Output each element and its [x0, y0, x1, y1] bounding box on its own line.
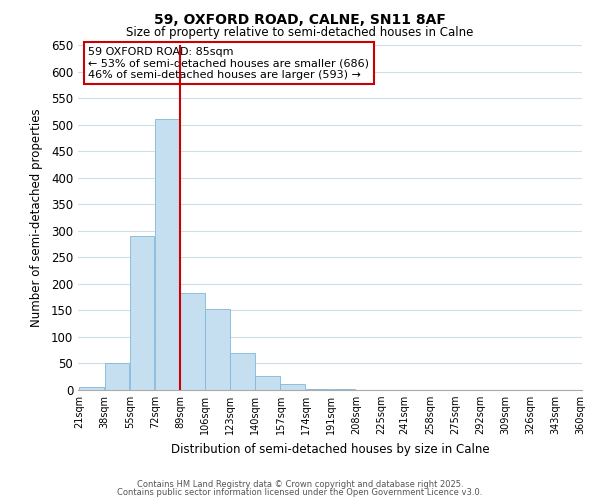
- Bar: [180, 293, 205, 390]
- Text: Size of property relative to semi-detached houses in Calne: Size of property relative to semi-detach…: [127, 26, 473, 39]
- Bar: [130, 236, 154, 390]
- Bar: [230, 353, 255, 390]
- Bar: [256, 376, 280, 390]
- Bar: [155, 120, 179, 390]
- Text: Contains HM Land Registry data © Crown copyright and database right 2025.: Contains HM Land Registry data © Crown c…: [137, 480, 463, 489]
- Bar: [280, 384, 305, 390]
- Bar: [205, 310, 230, 390]
- X-axis label: Distribution of semi-detached houses by size in Calne: Distribution of semi-detached houses by …: [170, 442, 490, 456]
- Text: 59, OXFORD ROAD, CALNE, SN11 8AF: 59, OXFORD ROAD, CALNE, SN11 8AF: [154, 12, 446, 26]
- Bar: [305, 389, 330, 390]
- Text: 59 OXFORD ROAD: 85sqm
← 53% of semi-detached houses are smaller (686)
46% of sem: 59 OXFORD ROAD: 85sqm ← 53% of semi-deta…: [88, 46, 369, 80]
- Bar: [104, 364, 129, 390]
- Bar: [79, 388, 104, 390]
- Text: Contains public sector information licensed under the Open Government Licence v3: Contains public sector information licen…: [118, 488, 482, 497]
- Y-axis label: Number of semi-detached properties: Number of semi-detached properties: [29, 108, 43, 327]
